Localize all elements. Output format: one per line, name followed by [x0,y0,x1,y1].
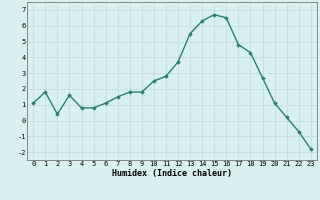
X-axis label: Humidex (Indice chaleur): Humidex (Indice chaleur) [112,169,232,178]
